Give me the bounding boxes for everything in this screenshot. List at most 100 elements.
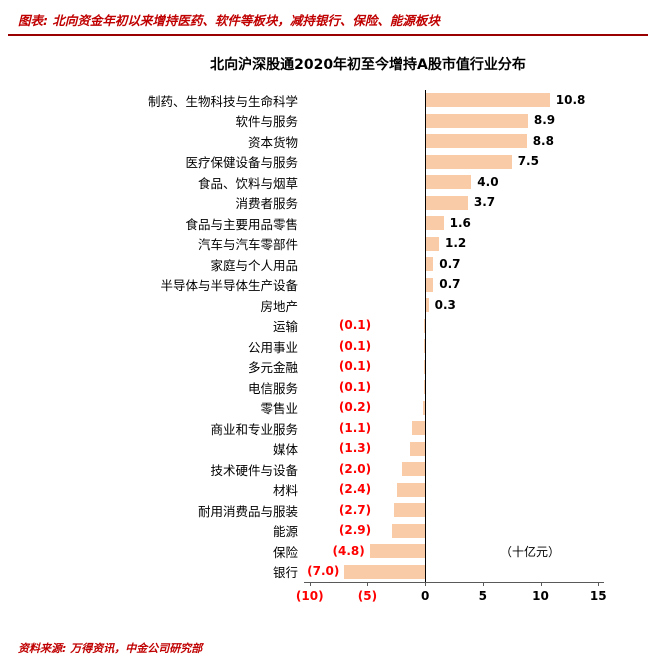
chart-row: 汽车与汽车零部件 1.2 (4, 234, 604, 255)
chart-row: 软件与服务 8.9 (4, 111, 604, 132)
chart-row: 能源 (2.9) (4, 521, 604, 542)
value-label: 7.5 (517, 154, 539, 168)
bar (397, 482, 426, 497)
category-label: 保险 (272, 544, 298, 560)
chart-row: 技术硬件与设备 (2.0) (4, 459, 604, 480)
bar-cell: 1.6 (304, 213, 604, 234)
bar-cell: (2.7) (304, 500, 604, 521)
category-label: 制药、生物科技与生命科学 (147, 93, 298, 109)
bar-cell: (4.8) (304, 541, 604, 562)
bar-chart: 制药、生物科技与生命科学 10.8 软件与服务 8.9 资本货物 8.8 医疗保健设备与服务… (4, 90, 644, 603)
x-axis-label: 10 (532, 589, 549, 603)
bar (424, 380, 426, 394)
chart-row: 材料 (2.4) (4, 480, 604, 501)
value-label: 4.0 (477, 174, 499, 189)
caption-divider-line (8, 34, 648, 36)
bar-cell: (2.0) (304, 459, 604, 480)
category-label: 技术硬件与设备 (210, 462, 298, 478)
bar (424, 318, 426, 333)
value-label: 1.6 (449, 215, 471, 230)
category-label: 电信服务 (247, 380, 298, 396)
chart-row: 电信服务 (0.1) (4, 377, 604, 398)
chart-row: 半导体与半导体生产设备 0.7 (4, 275, 604, 296)
chart-row: 制药、生物科技与生命科学 10.8 (4, 90, 604, 111)
category-label: 公用事业 (247, 339, 298, 355)
bar-cell: (0.1) (304, 336, 604, 357)
category-label: 资本货物 (247, 134, 298, 150)
chart-row: 耐用消费品与服装 (2.7) (4, 500, 604, 521)
x-axis-tick (482, 582, 484, 586)
category-label: 商业和专业服务 (210, 421, 298, 437)
bar-cell: 10.8 (304, 90, 604, 111)
category-label: 食品、饮料与烟草 (197, 175, 298, 191)
x-axis-tick (598, 582, 600, 586)
source-note: 资料来源: 万得资讯，中金公司研究部 (18, 642, 203, 655)
bar (425, 277, 434, 292)
bar (425, 93, 550, 107)
value-label: (2.4) (338, 482, 372, 496)
value-label: (0.1) (338, 379, 372, 394)
value-label: 0.3 (434, 297, 456, 312)
bar (425, 216, 444, 230)
bar (344, 564, 426, 579)
bar-cell: 8.9 (304, 111, 604, 132)
x-axis-tick (309, 582, 311, 586)
value-label: (2.9) (338, 523, 372, 537)
bar-cell: (0.1) (304, 316, 604, 337)
value-label: (1.3) (338, 441, 372, 455)
bar (425, 257, 434, 271)
x-axis-tick (540, 582, 542, 586)
category-label: 半导体与半导体生产设备 (160, 278, 298, 294)
bar-cell: (1.3) (304, 439, 604, 460)
bar (402, 462, 426, 476)
bar-cell: 3.7 (304, 193, 604, 214)
x-axis-label: (10) (295, 589, 324, 603)
value-label: (0.1) (338, 359, 372, 373)
value-label: 1.2 (445, 236, 467, 250)
value-label: 10.8 (555, 92, 586, 107)
value-label: 0.7 (439, 256, 461, 271)
value-label: (1.1) (338, 420, 372, 435)
value-label: (2.7) (338, 502, 372, 517)
category-label: 医疗保健设备与服务 (185, 155, 298, 171)
category-label: 耐用消费品与服装 (197, 503, 298, 519)
category-label: 零售业 (260, 401, 298, 417)
category-label: 消费者服务 (235, 196, 298, 212)
x-axis-baseline (304, 582, 604, 583)
x-axis-tick (425, 582, 427, 586)
value-label: (0.1) (338, 318, 372, 332)
bar-cell: 1.2 (304, 234, 604, 255)
bar (369, 544, 426, 558)
chart-row: 食品、饮料与烟草 4.0 (4, 172, 604, 193)
bar-cell: (1.1) (304, 418, 604, 439)
value-label: (2.0) (338, 461, 372, 476)
bar (425, 113, 528, 128)
chart-row: 保险 (4.8) (4, 541, 604, 562)
chart-row: 媒体 (1.3) (4, 439, 604, 460)
bar (424, 339, 426, 353)
category-label: 房地产 (260, 298, 298, 314)
bar (412, 421, 426, 435)
bar (425, 154, 512, 169)
category-label: 运输 (272, 319, 298, 335)
bar-cell: 0.7 (304, 275, 604, 296)
x-axis-label: 0 (420, 589, 430, 603)
bar (425, 195, 468, 210)
bar (424, 359, 426, 374)
bar-cell: 4.0 (304, 172, 604, 193)
x-axis-tick (367, 582, 369, 586)
category-label: 多元金融 (247, 360, 298, 376)
chart-row: 商业和专业服务 (1.1) (4, 418, 604, 439)
bar (425, 175, 472, 189)
chart-title: 北向沪深股通2020年初至今增持A股市值行业分布 (210, 57, 526, 73)
value-label: (0.2) (338, 400, 372, 414)
chart-row: 消费者服务 3.7 (4, 193, 604, 214)
bar-cell: 0.3 (304, 295, 604, 316)
category-label: 食品与主要用品零售 (185, 216, 298, 232)
value-label: (0.1) (338, 338, 372, 353)
x-axis-label: (5) (357, 589, 378, 603)
chart-row: 多元金融 (0.1) (4, 357, 604, 378)
category-label: 材料 (272, 483, 298, 499)
chart-row: 运输 (0.1) (4, 316, 604, 337)
